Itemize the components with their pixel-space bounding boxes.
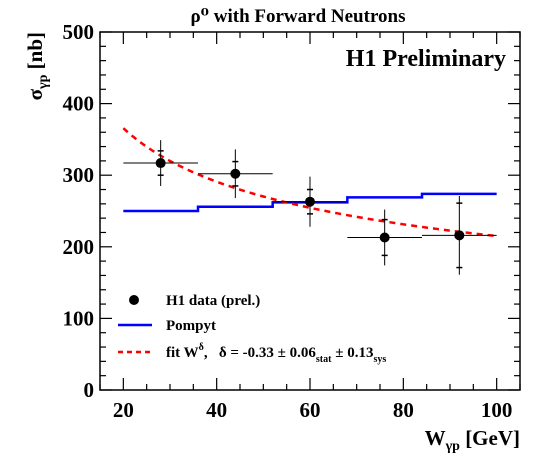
data-point	[198, 149, 273, 199]
legend-fit-label: fit Wδ, δ = -0.33 ± 0.06stat ± 0.13sys	[166, 342, 386, 365]
y-axis: 0 100 200 300 400 500	[63, 20, 520, 402]
y-tick-label: 300	[63, 163, 95, 187]
x-tick-label: 100	[481, 398, 513, 422]
legend: H1 data (prel.) Pompyt fit Wδ, δ = -0.33…	[118, 293, 386, 365]
data-marker	[155, 158, 166, 169]
y-axis-label: σγp [nb]	[23, 32, 51, 100]
x-tick-label: 20	[113, 398, 134, 422]
x-tick-label: 40	[206, 398, 227, 422]
x-tick-label: 80	[393, 398, 414, 422]
data-marker	[305, 196, 315, 207]
data-point	[272, 176, 348, 227]
y-tick-label: 400	[63, 92, 95, 116]
data-marker	[379, 232, 390, 243]
legend-data-marker	[129, 295, 139, 305]
legend-data-label: H1 data (prel.)	[166, 293, 260, 309]
data-point	[123, 140, 198, 186]
x-axis-label: Wγp [GeV]	[425, 426, 520, 454]
chart-title: ρ⁰ with Forward Neutrons	[191, 6, 406, 27]
y-tick-label: 500	[63, 20, 95, 44]
data-marker	[230, 168, 241, 179]
legend-pompyt-label: Pompyt	[166, 318, 216, 334]
data-marker	[454, 230, 465, 241]
fit-curve	[122, 127, 497, 238]
experiment-annotation: H1 Preliminary	[346, 46, 506, 72]
y-tick-label: 200	[63, 235, 95, 259]
y-tick-label: 0	[84, 378, 95, 402]
x-axis: 20 40 60 80 100	[99, 32, 521, 422]
series-layer	[122, 127, 497, 275]
data-point	[422, 195, 497, 275]
y-tick-label: 100	[63, 306, 95, 330]
data-point	[347, 209, 422, 266]
x-tick-label: 60	[300, 398, 321, 422]
